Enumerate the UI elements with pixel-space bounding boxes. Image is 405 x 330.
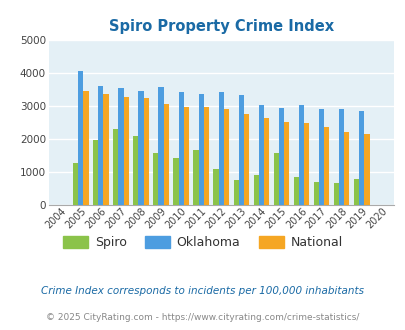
Bar — [203, 107, 209, 205]
Bar — [178, 92, 183, 205]
Bar — [153, 153, 158, 205]
Bar — [233, 180, 238, 205]
Bar — [218, 92, 223, 205]
Bar — [298, 105, 303, 205]
Bar — [83, 91, 88, 205]
Text: © 2025 CityRating.com - https://www.cityrating.com/crime-statistics/: © 2025 CityRating.com - https://www.city… — [46, 313, 359, 322]
Bar — [103, 94, 109, 205]
Bar — [263, 118, 269, 205]
Bar — [213, 169, 218, 205]
Bar — [193, 150, 198, 205]
Bar — [93, 140, 98, 205]
Bar — [73, 163, 78, 205]
Bar — [278, 108, 284, 205]
Bar — [358, 111, 363, 205]
Bar — [363, 134, 369, 205]
Bar — [173, 158, 178, 205]
Bar — [313, 182, 318, 205]
Bar — [223, 109, 228, 205]
Bar — [183, 107, 188, 205]
Bar — [318, 109, 324, 205]
Bar — [98, 86, 103, 205]
Bar — [353, 179, 358, 205]
Bar — [343, 132, 349, 205]
Bar — [303, 123, 309, 205]
Bar — [253, 175, 258, 205]
Bar — [158, 87, 163, 205]
Bar — [333, 183, 338, 205]
Title: Spiro Property Crime Index: Spiro Property Crime Index — [109, 19, 333, 34]
Bar — [78, 71, 83, 205]
Bar — [133, 136, 138, 205]
Bar — [118, 88, 123, 205]
Bar — [138, 91, 143, 205]
Text: Crime Index corresponds to incidents per 100,000 inhabitants: Crime Index corresponds to incidents per… — [41, 286, 364, 296]
Bar — [243, 114, 249, 205]
Bar — [123, 97, 128, 205]
Bar — [338, 109, 343, 205]
Bar — [284, 122, 289, 205]
Legend: Spiro, Oklahoma, National: Spiro, Oklahoma, National — [58, 231, 347, 254]
Bar — [258, 105, 263, 205]
Bar — [238, 95, 243, 205]
Bar — [293, 177, 298, 205]
Bar — [324, 127, 328, 205]
Bar — [273, 153, 278, 205]
Bar — [163, 104, 168, 205]
Bar — [143, 98, 149, 205]
Bar — [113, 129, 118, 205]
Bar — [198, 94, 203, 205]
